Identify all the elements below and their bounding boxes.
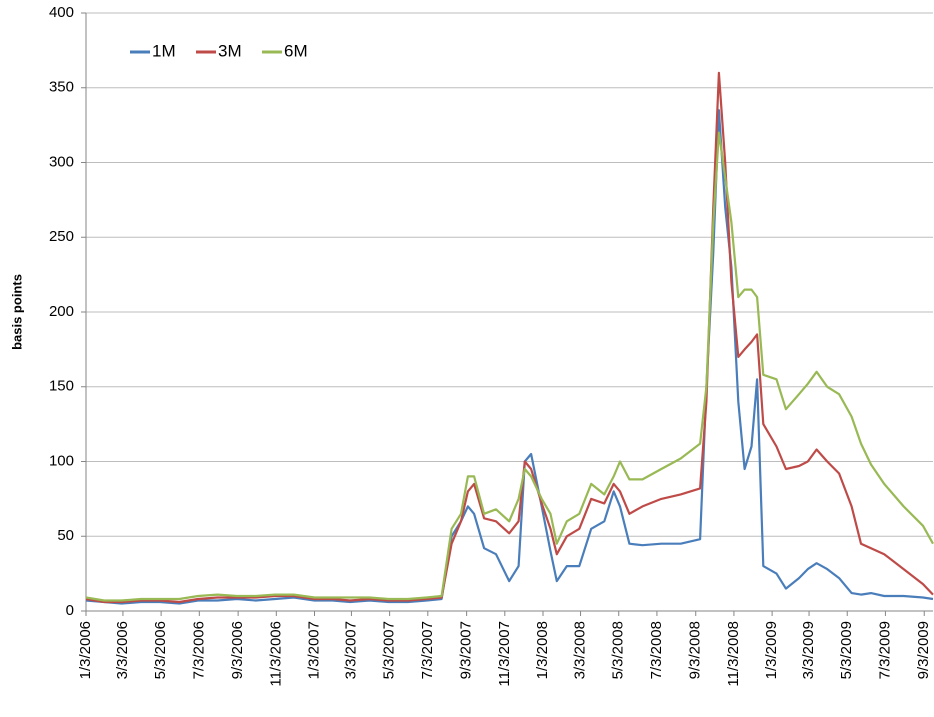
- legend-label: 1M: [152, 41, 176, 60]
- y-tick-label: 0: [66, 602, 74, 619]
- x-tick-label: 7/3/2009: [876, 621, 893, 679]
- legend-label: 6M: [284, 41, 308, 60]
- y-tick-label: 150: [49, 378, 74, 395]
- x-tick-label: 9/3/2006: [229, 621, 246, 679]
- series-line: [85, 71, 934, 604]
- y-tick-label: 400: [49, 4, 74, 21]
- y-tick-label: 350: [49, 79, 74, 96]
- x-tick-label: 1/3/2009: [763, 621, 780, 679]
- x-tick-label: 1/3/2006: [77, 621, 94, 679]
- series-line: [85, 131, 934, 602]
- x-tick-label: 11/3/2008: [725, 621, 742, 687]
- x-tick-label: 5/3/2007: [381, 621, 398, 679]
- x-tick-label: 9/3/2009: [915, 621, 932, 679]
- series-line: [85, 109, 934, 605]
- x-tick-label: 11/3/2007: [496, 621, 513, 687]
- x-tick-label: 5/3/2008: [610, 621, 627, 679]
- x-tick-label: 7/3/2006: [190, 621, 207, 679]
- y-axis-label: basis points: [9, 274, 24, 350]
- x-tick-label: 1/3/2008: [534, 621, 551, 679]
- y-tick-label: 250: [49, 228, 74, 245]
- x-tick-label: 3/3/2009: [800, 621, 817, 679]
- x-tick-label: 7/3/2007: [419, 621, 436, 679]
- x-tick-label: 5/3/2009: [838, 621, 855, 679]
- x-tick-label: 1/3/2007: [305, 621, 322, 679]
- x-tick-label: 3/3/2008: [572, 621, 589, 679]
- x-tick-label: 7/3/2008: [648, 621, 665, 679]
- x-tick-label: 3/3/2007: [342, 621, 359, 679]
- legend-label: 3M: [218, 41, 242, 60]
- y-tick-label: 300: [49, 153, 74, 170]
- x-tick-label: 9/3/2007: [458, 621, 475, 679]
- y-tick-label: 50: [57, 527, 74, 544]
- y-tick-label: 100: [49, 452, 74, 469]
- y-tick-label: 200: [49, 303, 74, 320]
- x-tick-label: 3/3/2006: [114, 621, 131, 679]
- x-tick-label: 9/3/2008: [687, 621, 704, 679]
- x-tick-label: 11/3/2006: [267, 621, 284, 687]
- x-tick-label: 5/3/2006: [152, 621, 169, 679]
